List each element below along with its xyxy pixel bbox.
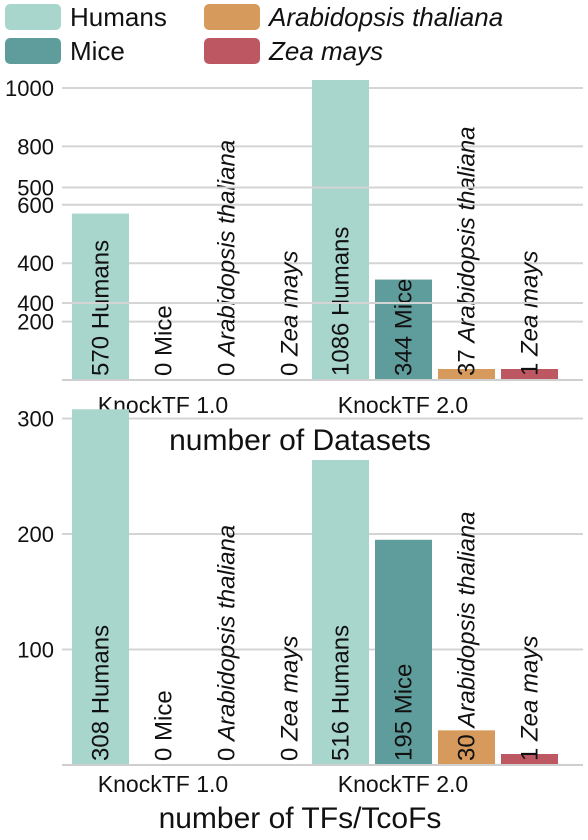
chart2-bar-label-knocktf-2-0-zea-mays: 1 Zea mays <box>517 636 544 761</box>
chart2-bar-label-knocktf-1-0-zea-mays: 0 Zea mays <box>277 636 304 761</box>
legend-swatch-zea-mays <box>204 38 260 64</box>
chart1-bar-label-knocktf-1-0-humans: 570 Humans <box>88 240 115 376</box>
chart2-bar-knocktf-2-0-humans <box>312 460 369 765</box>
chart1-bar-knocktf-1-0-humans <box>72 213 129 380</box>
chart2-category-label-knocktf-1-0: KnockTF 1.0 <box>98 771 228 797</box>
chart1-ytick-600: 600 <box>17 193 54 218</box>
chart2-bar-knocktf-2-0-arabidopsis-thaliana <box>438 730 495 765</box>
chart2-bar-knocktf-2-0-mice <box>375 539 432 765</box>
chart1-bar-label-knocktf-2-0-zea-mays: 1 Zea mays <box>517 251 544 376</box>
chart1-bar-knocktf-2-0-arabidopsis-thaliana <box>438 369 495 380</box>
chart2-bar-label-knocktf-1-0-mice: 0 Mice <box>151 690 178 761</box>
chart1-bar-knocktf-2-0-mice <box>375 279 432 380</box>
legend-item-arabidopsis: Arabidopsis thaliana <box>204 4 503 30</box>
chart2-category-label-knocktf-2-0: KnockTF 2.0 <box>338 771 468 797</box>
chart2-ytick-400: 400 <box>17 291 54 316</box>
chart1-bar-label-knocktf-2-0-humans: 1086 Humans <box>328 227 355 376</box>
chart1-bar-label-knocktf-1-0-mice: 0 Mice <box>151 305 178 376</box>
chart1-bar-label-knocktf-1-0-arabidopsis-thaliana: 0 Arabidopsis thaliana <box>214 140 241 376</box>
legend-swatch-arabidopsis <box>204 4 260 30</box>
chart2-ytick-200: 200 <box>17 522 54 547</box>
chart1-bar-label-knocktf-2-0-arabidopsis-thaliana: 37 Arabidopsis thaliana <box>454 126 481 376</box>
chart1-bar-label-knocktf-2-0-mice: 344 Mice <box>391 279 418 376</box>
chart2-bar-label-knocktf-2-0-humans: 516 Humans <box>328 625 355 761</box>
chart1-bar-knocktf-2-0-humans <box>312 80 369 380</box>
chart2-bar-label-knocktf-2-0-arabidopsis-thaliana: 30 Arabidopsis thaliana <box>454 511 481 761</box>
chart2-bar-knocktf-2-0-zea-mays <box>501 754 558 765</box>
chart2-bar-label-knocktf-1-0-humans: 308 Humans <box>88 625 115 761</box>
chart2-bar-knocktf-1-0-humans <box>72 409 129 765</box>
legend-label-arabidopsis: Arabidopsis thaliana <box>269 2 504 32</box>
chart1-ytick-200: 200 <box>17 310 54 335</box>
chart2-ytick-100: 100 <box>17 638 54 663</box>
legend-item-humans: Humans <box>5 4 167 30</box>
legend-label-humans: Humans <box>70 2 167 32</box>
legend-item-zea-mays: Zea mays <box>204 38 383 64</box>
legend-label-mice: Mice <box>70 36 125 66</box>
chart1-bar-label-knocktf-1-0-zea-mays: 0 Zea mays <box>277 251 304 376</box>
chart2-bar-label-knocktf-2-0-mice: 195 Mice <box>391 664 418 761</box>
legend: Humans Mice Arabidopsis thaliana Zea may… <box>0 0 588 72</box>
legend-label-zea-mays: Zea mays <box>269 36 384 66</box>
chart2-xlabel: number of TFs/TcoFs <box>159 802 442 835</box>
chart1-ytick-400: 400 <box>17 251 54 276</box>
chart1-ytick-1000: 1000 <box>5 76 54 101</box>
chart1-ytick-800: 800 <box>17 134 54 159</box>
chart2-ytick-300: 300 <box>17 407 54 432</box>
chart2-ytick-500: 500 <box>17 176 54 201</box>
chart1-category-label-knocktf-2-0: KnockTF 2.0 <box>338 392 468 418</box>
chart1-bar-knocktf-2-0-zea-mays <box>501 369 558 380</box>
chart1-xlabel: number of Datasets <box>169 424 431 457</box>
legend-item-mice: Mice <box>5 38 125 64</box>
legend-swatch-humans <box>5 4 61 30</box>
legend-swatch-mice <box>5 38 61 64</box>
chart2-bar-label-knocktf-1-0-arabidopsis-thaliana: 0 Arabidopsis thaliana <box>214 525 241 761</box>
